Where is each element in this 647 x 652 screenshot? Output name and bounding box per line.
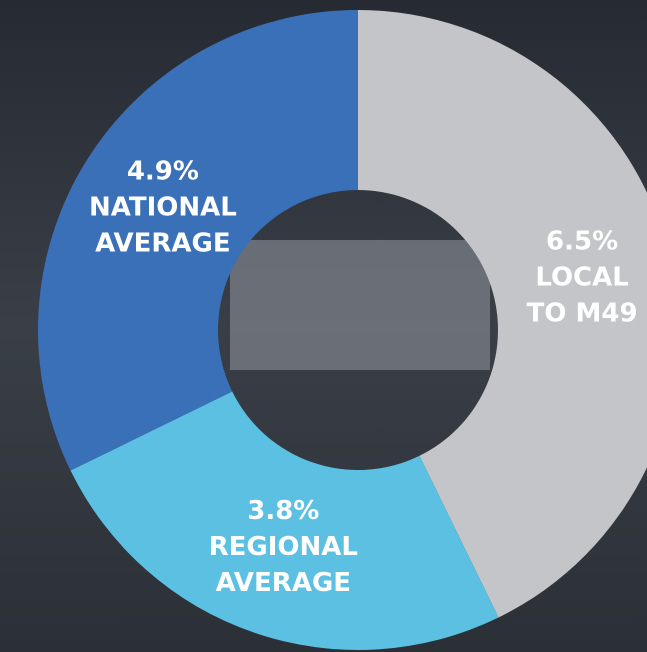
background-trailer: [230, 240, 490, 370]
category-label: TO M49: [527, 299, 638, 329]
value-label: 3.8%: [247, 496, 319, 526]
category-label: LOCAL: [535, 263, 629, 293]
category-label: NATIONAL: [89, 193, 237, 223]
value-label: 6.5%: [546, 227, 618, 257]
value-label: 4.9%: [127, 157, 199, 187]
category-label: REGIONAL: [209, 532, 358, 562]
category-label: AVERAGE: [95, 229, 230, 259]
category-label: AVERAGE: [216, 568, 351, 598]
chart: 6.5% LOCAL TO M49 3.8% REGIONAL AVERAGE 4.9% NA…: [0, 0, 647, 652]
